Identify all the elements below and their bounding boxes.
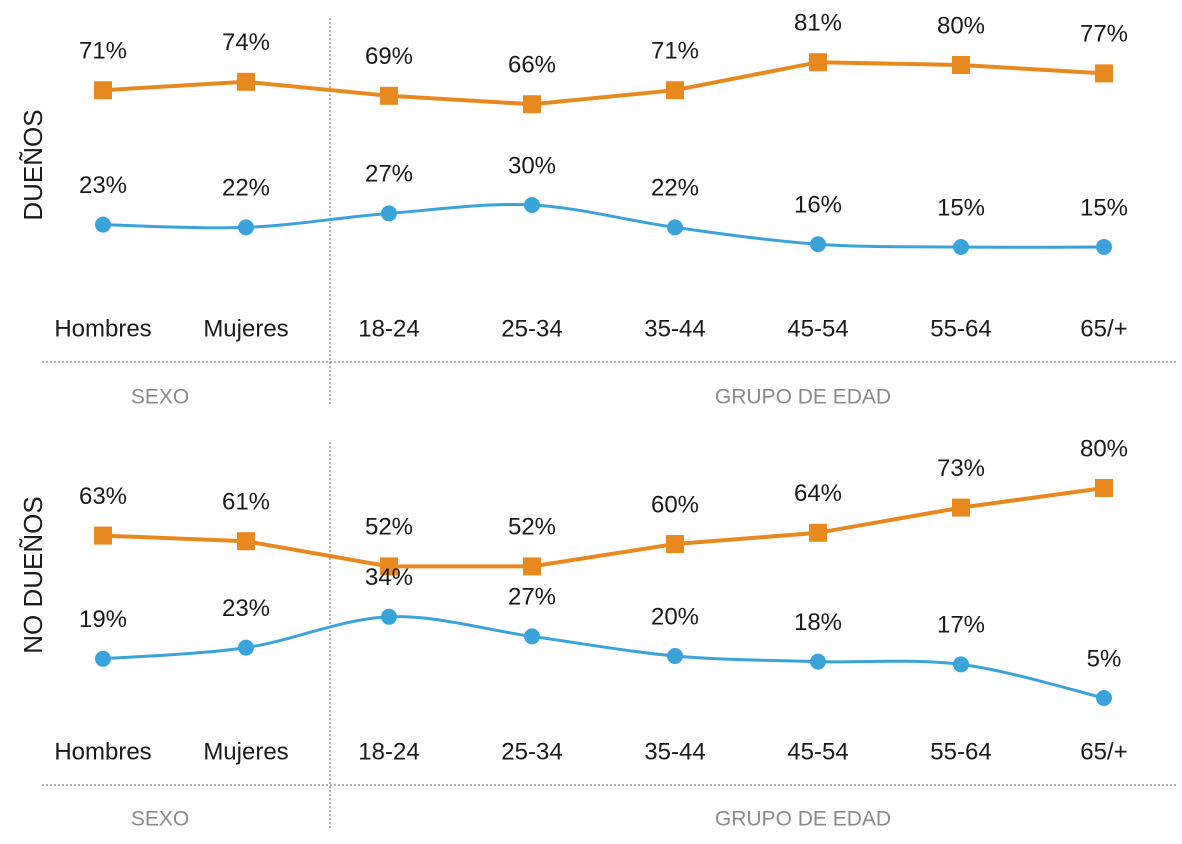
x-tick-label: 65/+ bbox=[1080, 315, 1127, 342]
x-tick-label: 18-24 bbox=[358, 738, 419, 765]
group-label: SEXO bbox=[131, 808, 189, 831]
marker bbox=[94, 81, 112, 100]
x-tick-label: 18-24 bbox=[358, 315, 419, 342]
data-label: 80% bbox=[1080, 435, 1128, 462]
x-tick-label: Hombres bbox=[54, 315, 151, 342]
marker bbox=[523, 557, 541, 576]
x-tick-label: 55-64 bbox=[930, 315, 991, 342]
data-label: 80% bbox=[937, 12, 985, 39]
data-label: 23% bbox=[222, 595, 270, 622]
marker bbox=[381, 608, 397, 625]
data-label: 34% bbox=[365, 564, 413, 591]
marker bbox=[952, 498, 970, 517]
x-tick-label: Mujeres bbox=[203, 738, 288, 765]
marker bbox=[667, 219, 683, 236]
data-label: 5% bbox=[1087, 645, 1122, 672]
marker bbox=[809, 523, 827, 542]
data-label: 27% bbox=[508, 584, 556, 611]
data-label: 73% bbox=[937, 455, 985, 482]
marker bbox=[666, 535, 684, 553]
data-label: 19% bbox=[79, 606, 127, 633]
marker bbox=[380, 557, 398, 576]
data-label: 52% bbox=[365, 514, 413, 541]
x-tick-label: Hombres bbox=[54, 738, 151, 765]
data-label: 81% bbox=[794, 10, 842, 37]
data-label: 22% bbox=[651, 175, 699, 202]
marker bbox=[95, 650, 111, 667]
series-line bbox=[102, 60, 1105, 107]
data-label: 61% bbox=[222, 489, 270, 516]
panel: NO DUEÑOS SEXO GRUPO DE EDAD Hombres Mujeres… bbox=[18, 435, 1178, 831]
data-label: 71% bbox=[651, 38, 699, 65]
marker bbox=[1096, 690, 1112, 706]
marker bbox=[666, 81, 684, 100]
marker bbox=[238, 639, 254, 656]
marker bbox=[952, 56, 970, 74]
marker bbox=[810, 653, 826, 670]
group-label: GRUPO DE EDAD bbox=[715, 808, 891, 831]
marker bbox=[1096, 239, 1112, 255]
data-label: 30% bbox=[508, 152, 556, 179]
data-label: 23% bbox=[79, 172, 127, 199]
marker bbox=[238, 219, 254, 236]
marker bbox=[809, 53, 827, 72]
series-line bbox=[102, 203, 1105, 249]
marker bbox=[810, 236, 826, 253]
marker bbox=[380, 86, 398, 105]
data-label: 71% bbox=[79, 38, 127, 65]
marker bbox=[524, 628, 540, 645]
data-label: 66% bbox=[508, 52, 556, 79]
marker bbox=[95, 216, 111, 233]
marker bbox=[381, 205, 397, 222]
group-label: GRUPO DE EDAD bbox=[715, 386, 891, 409]
data-label: 22% bbox=[222, 175, 270, 202]
series-line bbox=[102, 615, 1105, 700]
data-label: 77% bbox=[1080, 21, 1128, 48]
panel: DUEÑOS SEXO GRUPO DE EDAD Hombres Mujeres 18-… bbox=[18, 10, 1178, 409]
marker bbox=[524, 197, 540, 213]
data-label: 18% bbox=[794, 609, 842, 636]
marker bbox=[237, 532, 255, 551]
data-label: 52% bbox=[508, 514, 556, 541]
x-tick-label: 25-34 bbox=[501, 738, 562, 765]
marker bbox=[1095, 479, 1113, 497]
marker bbox=[523, 95, 541, 114]
data-label: 20% bbox=[651, 603, 699, 630]
marker bbox=[953, 656, 969, 673]
series-line bbox=[102, 486, 1105, 569]
data-label: 64% bbox=[794, 480, 842, 507]
data-label: 15% bbox=[937, 194, 985, 221]
marker bbox=[667, 648, 683, 664]
group-label: SEXO bbox=[131, 386, 189, 409]
marker bbox=[94, 526, 112, 545]
data-label: 63% bbox=[79, 483, 127, 510]
marker bbox=[953, 239, 969, 255]
y-axis-label: NO DUEÑOS bbox=[18, 496, 48, 653]
data-label: 27% bbox=[365, 161, 413, 188]
x-tick-label: 55-64 bbox=[930, 738, 991, 765]
x-tick-label: 35-44 bbox=[644, 738, 705, 765]
marker bbox=[1095, 64, 1113, 83]
x-tick-label: 25-34 bbox=[501, 315, 562, 342]
x-tick-label: 35-44 bbox=[644, 315, 705, 342]
x-tick-label: 65/+ bbox=[1080, 738, 1127, 765]
data-label: 17% bbox=[937, 612, 985, 639]
data-label: 16% bbox=[794, 192, 842, 219]
x-tick-label: 45-54 bbox=[787, 738, 848, 765]
data-label: 74% bbox=[222, 29, 270, 56]
y-axis-label: DUEÑOS bbox=[18, 109, 48, 220]
data-label: 60% bbox=[651, 491, 699, 518]
x-tick-label: Mujeres bbox=[203, 315, 288, 342]
data-label: 15% bbox=[1080, 194, 1128, 221]
x-tick-label: 45-54 bbox=[787, 315, 848, 342]
data-label: 69% bbox=[365, 43, 413, 70]
marker bbox=[237, 72, 255, 91]
